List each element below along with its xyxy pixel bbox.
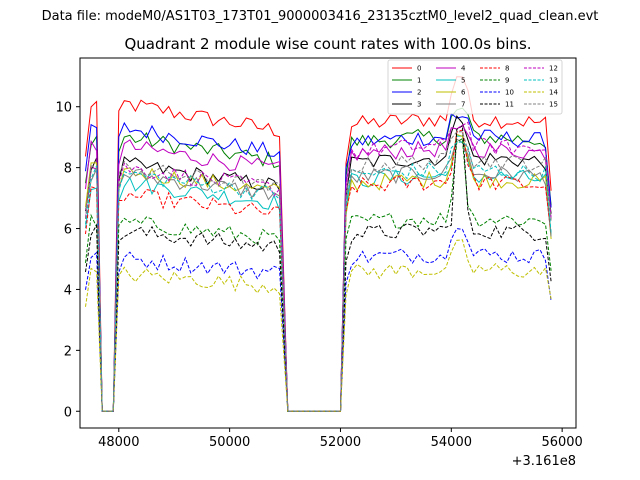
legend-label: 2 — [417, 89, 421, 97]
x-tick-label: 54000 — [431, 435, 472, 450]
y-tick-label: 6 — [64, 223, 72, 238]
legend-label: 9 — [505, 77, 509, 85]
y-tick-label: 4 — [64, 283, 72, 298]
x-tick-label: 56000 — [541, 435, 582, 450]
x-tick-label: 52000 — [320, 435, 361, 450]
series-line-11 — [86, 126, 552, 412]
series-line-8 — [86, 130, 552, 411]
x-axis: 48000 50000 52000 54000 56000 — [98, 428, 583, 450]
series-line-0 — [86, 77, 552, 412]
x-tick-label: 50000 — [209, 435, 250, 450]
legend-label: 5 — [461, 77, 465, 85]
series-line-3 — [86, 116, 552, 411]
legend-label: 15 — [549, 101, 558, 109]
legend-label: 3 — [417, 101, 421, 109]
legend-label: 12 — [549, 65, 558, 73]
y-tick-label: 0 — [64, 405, 72, 420]
y-tick-label: 2 — [64, 344, 72, 359]
legend-label: 6 — [461, 89, 466, 97]
legend-label: 11 — [505, 101, 514, 109]
legend-label: 0 — [417, 65, 421, 73]
y-tick-label: 10 — [55, 101, 72, 116]
legend-label: 13 — [549, 77, 558, 85]
y-tick-label: 8 — [64, 162, 72, 177]
series-line-12 — [86, 122, 552, 411]
y-axis: 0 2 4 6 8 10 — [55, 101, 80, 421]
legend-label: 1 — [417, 77, 421, 85]
legend-label: 4 — [461, 65, 466, 73]
legend-label: 14 — [549, 89, 558, 97]
chart: Data file: modeM0/AS1T03_173T01_90000034… — [0, 0, 640, 480]
series-line-10 — [86, 229, 552, 412]
x-tick-label: 48000 — [98, 435, 139, 450]
series-line-15 — [86, 132, 552, 412]
chart-title: Quadrant 2 module wise count rates with … — [124, 35, 531, 53]
legend-label: 7 — [461, 101, 465, 109]
legend-label: 8 — [505, 65, 509, 73]
series-line-2 — [86, 114, 552, 412]
series-line-1 — [86, 108, 552, 411]
legend-label: 10 — [505, 89, 514, 97]
x-offset-label: +3.161e8 — [512, 454, 576, 469]
chart-suptitle: Data file: modeM0/AS1T03_173T01_90000034… — [42, 9, 599, 24]
series-line-6 — [86, 135, 552, 412]
series-layer — [86, 77, 552, 412]
